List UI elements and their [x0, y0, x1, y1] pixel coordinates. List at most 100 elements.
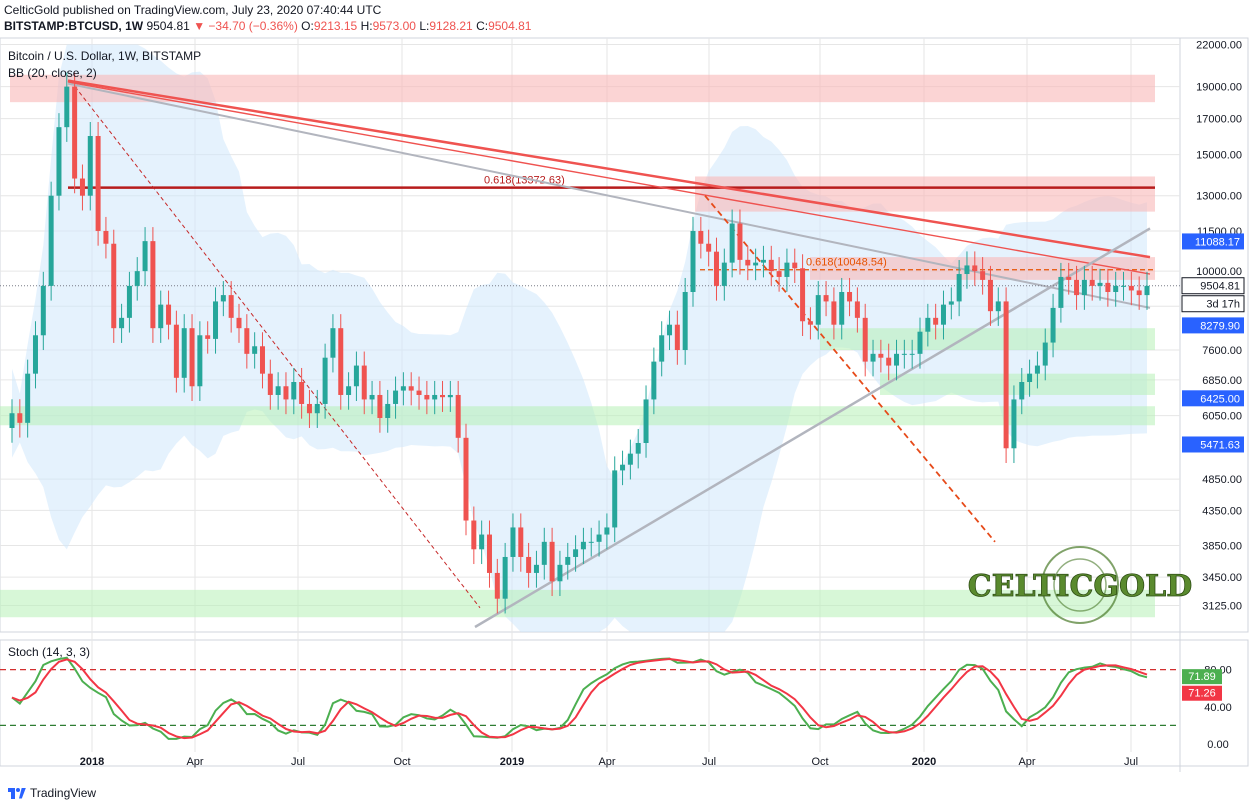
symbol-label[interactable]: BITSTAMP:BTCUSD, 1W [4, 19, 144, 33]
candle-body [228, 295, 234, 318]
close-label: C: [476, 19, 489, 33]
y-tick-label: 7600.00 [1202, 345, 1242, 357]
candle-body [213, 301, 219, 339]
candle-body [729, 223, 735, 263]
symbol-ohlc-line: BITSTAMP:BTCUSD, 1W 9504.81 ▼ −34.70 (−0… [4, 18, 531, 34]
candle-body [197, 335, 203, 387]
candle-body [839, 291, 845, 325]
y-tick-label: 17000.00 [1196, 114, 1242, 126]
stoch-tick-label: 0.00 [1207, 739, 1228, 751]
fib-dashed-line [704, 195, 996, 543]
stoch-tick-label: 40.00 [1204, 702, 1232, 714]
candle-body [940, 304, 946, 325]
candle-body [79, 178, 85, 196]
candle-body [690, 230, 696, 292]
price-label-box [1181, 277, 1245, 295]
candle-body [158, 304, 164, 329]
candle-body [126, 285, 132, 318]
candle-body [596, 534, 602, 542]
candle-body [134, 271, 140, 286]
last-price: 9504.81 [146, 19, 190, 33]
candle-body [706, 243, 712, 252]
candle-body [776, 271, 782, 277]
candle-body [95, 136, 101, 231]
candle-body [800, 268, 806, 322]
candle-body [72, 86, 78, 179]
candle-body [604, 527, 610, 535]
candle-body [87, 136, 93, 196]
y-tick-label: 6050.00 [1202, 411, 1242, 423]
candle-body [1113, 285, 1119, 292]
support-zone [880, 373, 1155, 395]
trendline-secondary [67, 81, 1151, 275]
candle-body [32, 335, 38, 374]
candle-body [463, 437, 469, 521]
candle-body [330, 328, 336, 358]
candle-body [894, 353, 900, 366]
open-label: O: [301, 19, 314, 33]
candle-body [166, 304, 172, 325]
stoch-value: 71.26 [1188, 688, 1216, 700]
trendline-main [67, 79, 1151, 259]
candle-body [667, 324, 673, 336]
candle-body [1034, 365, 1040, 374]
candle-body [1003, 301, 1009, 449]
candle-body [948, 301, 954, 305]
candle-body [322, 357, 328, 404]
candle-body [40, 285, 46, 336]
low-label: L: [419, 19, 430, 33]
candle-body [1089, 279, 1095, 286]
candle-body [784, 262, 790, 277]
chart-title: Bitcoin / U.S. Dollar, 1W, BITSTAMP [8, 49, 201, 63]
candle-body [291, 382, 297, 400]
candle-body [627, 453, 633, 465]
price-label: 8279.90 [1200, 320, 1240, 332]
y-tick-label: 3125.00 [1202, 601, 1242, 613]
watermark-text: CELTICGOLD [968, 569, 1193, 604]
x-tick-label: Jul [1124, 756, 1138, 768]
candle-body [111, 243, 117, 329]
candle-body [400, 386, 406, 391]
candle-body [635, 442, 641, 454]
footer-brand[interactable]: TradingView [30, 786, 97, 800]
footer: TradingView [8, 786, 96, 800]
trendline-gray-down [67, 82, 1151, 309]
candle-body [580, 541, 586, 550]
candle-body [753, 262, 759, 266]
resistance-zone [10, 74, 1155, 103]
candle-body [956, 274, 962, 302]
candle-body [275, 386, 281, 395]
candle-body [909, 353, 915, 355]
open-value: 9213.15 [313, 19, 358, 33]
candle-body [1074, 279, 1080, 296]
down-arrow-icon: ▼ [193, 19, 206, 33]
price-label: 6425.00 [1200, 393, 1240, 405]
candle-body [440, 394, 446, 398]
candle-body [306, 403, 312, 414]
candle-body [338, 328, 344, 395]
candle-body [267, 373, 273, 395]
y-tick-label: 3450.00 [1202, 572, 1242, 584]
candle-body [1066, 276, 1072, 280]
price-label-box [1182, 390, 1244, 407]
candle-body [1050, 307, 1056, 343]
candle-body [299, 382, 305, 404]
candle-body [314, 403, 320, 414]
celtic-knot-icon [1053, 558, 1107, 612]
candle-body [549, 541, 555, 582]
close-value: 9504.81 [488, 19, 532, 33]
candle-body [1144, 285, 1150, 296]
y-tick-label: 13000.00 [1196, 191, 1242, 203]
price-chart[interactable]: 2018 Apr Jul Oct 2019 Apr Jul Oct 2020 Apr Jul 2200… [0, 0, 1250, 784]
candle-body [1136, 290, 1142, 296]
candle-body [220, 295, 226, 302]
candle-body [205, 335, 211, 339]
plot-frame [0, 37, 1249, 633]
candle-body [541, 541, 547, 565]
high-label: H: [360, 19, 373, 33]
candle-body [964, 265, 970, 275]
candle-body [510, 527, 516, 557]
candle-body [432, 394, 438, 400]
candle-body [745, 259, 751, 266]
candle-body [385, 403, 391, 418]
